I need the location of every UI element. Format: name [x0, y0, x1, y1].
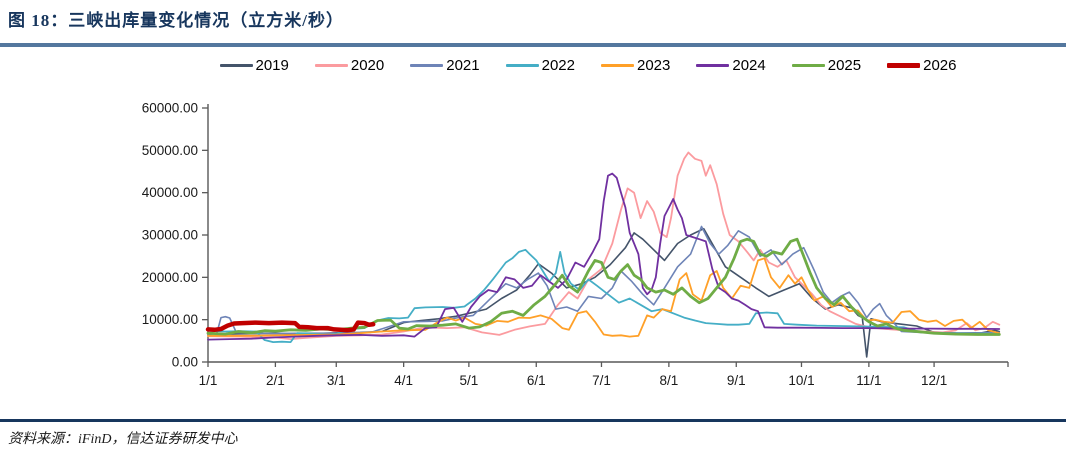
legend-item-2025: 2025 [791, 57, 862, 74]
series-line-2025 [206, 237, 1001, 336]
y-tick-label: 20000.00 [142, 270, 198, 285]
y-tick-label: 0.00 [172, 355, 198, 370]
x-tick-label: 11/1 [856, 373, 881, 388]
title-divider-rule [0, 43, 1066, 47]
legend-item-2022: 2022 [505, 57, 575, 74]
y-tick-label: 50000.00 [142, 143, 198, 158]
figure-header: 图 18：三峡出库量变化情况（立方米/秒） [8, 6, 1058, 31]
legend-label: 2021 [446, 57, 480, 74]
series-line-2026 [205, 320, 376, 333]
legend-item-2019: 2019 [219, 57, 289, 74]
legend-line-swatch [219, 64, 253, 67]
y-tick-label: 30000.00 [142, 228, 198, 243]
legend-item-2024: 2024 [696, 57, 766, 74]
x-tick-label: 3/1 [327, 373, 346, 388]
series-line-2024 [207, 172, 1001, 341]
legend-label: 2024 [732, 57, 766, 74]
legend-label: 2019 [255, 57, 289, 74]
y-tick-label: 40000.00 [142, 185, 198, 200]
x-tick-label: 8/1 [659, 373, 678, 388]
source-text: 资料来源：iFinD，信达证券研发中心 [8, 432, 238, 447]
legend-item-2023: 2023 [601, 57, 670, 74]
x-tick-label: 9/1 [727, 373, 746, 388]
x-tick-label: 6/1 [527, 373, 546, 388]
series-line-2020 [207, 151, 1001, 341]
legend-line-swatch [791, 64, 825, 67]
legend-label: 2020 [350, 57, 385, 74]
x-tick-label: 7/1 [592, 373, 611, 388]
x-tick-label: 4/1 [394, 373, 413, 388]
x-tick-label: 2/1 [266, 373, 285, 388]
figure-footer: 资料来源：iFinD，信达证券研发中心 [8, 428, 1058, 448]
series-line-2019 [207, 227, 1001, 358]
legend-item-2026: 2026 [887, 57, 957, 74]
legend-line-swatch [505, 64, 539, 67]
legend-line-swatch [887, 63, 921, 68]
y-tick-label: 60000.00 [142, 101, 198, 116]
y-tick-label: 10000.00 [142, 312, 198, 327]
legend-label: 2026 [923, 57, 957, 74]
figure-title: 图 18：三峡出库量变化情况（立方米/秒） [8, 11, 344, 30]
legend-line-swatch [696, 64, 730, 67]
legend-item-2020: 2020 [314, 57, 385, 74]
x-tick-label: 12/1 [921, 373, 947, 388]
legend-item-2021: 2021 [410, 57, 480, 74]
chart-svg: 0.00 10000.00 20000.00 30000.00 40000.00 5000… [142, 101, 1009, 388]
x-tick-label: 1/1 [199, 373, 218, 388]
legend-line-swatch [601, 64, 634, 67]
x-tick-label: 5/1 [459, 373, 478, 388]
legend-label: 2023 [637, 57, 671, 74]
legend-label: 2022 [541, 57, 575, 74]
legend-label: 2025 [827, 57, 862, 74]
series-line-2023 [207, 257, 1001, 338]
chart-legend: 2019 2020 2021 2022 2023 2024 2025 2026 [0, 57, 1066, 74]
legend-line-swatch [410, 64, 444, 67]
series-line-2021 [207, 225, 1001, 336]
legend-line-swatch [314, 64, 348, 67]
footer-divider-rule [0, 419, 1066, 422]
x-tick-label: 10/1 [788, 373, 814, 388]
